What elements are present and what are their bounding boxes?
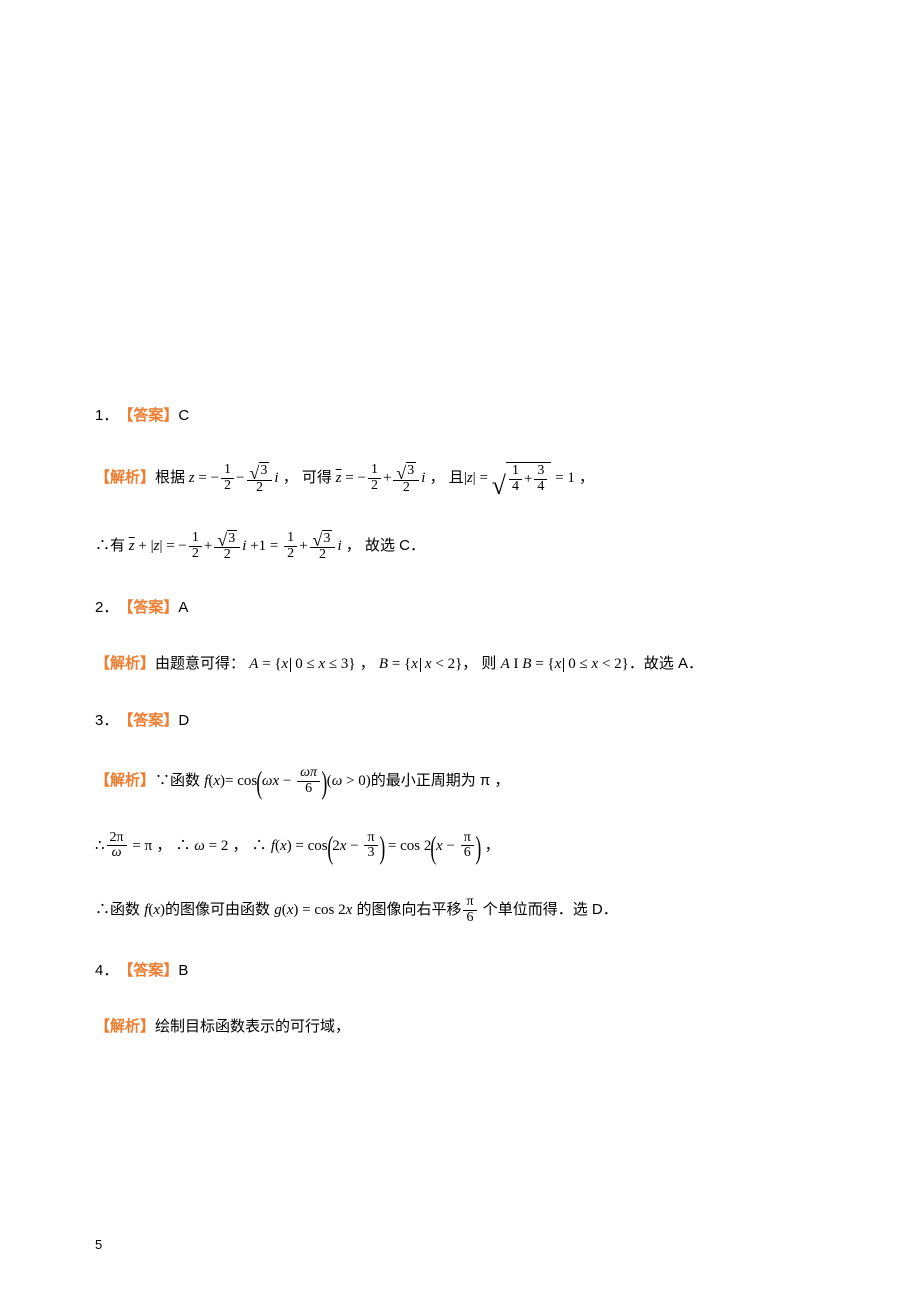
omega: ω: [191, 835, 209, 858]
eq2: =: [209, 835, 221, 858]
explain-tag: 【解析】: [95, 770, 155, 793]
text: 的图像可由函数: [165, 899, 270, 922]
final-choice: ．故选 A．: [629, 653, 703, 676]
page: 1． 【答案】 C 【解析】 根据 z = − 12 − √32 i ， 可得 …: [0, 0, 920, 1302]
problem-3-explain-1: 【解析】 ∵函数 f(x) = cos ( ωx − ωπ6 ) (ω > 0)…: [95, 766, 825, 796]
problem-3-explain-3: ∴函数 f(x) 的图像可由函数 g(x) = cos 2x 的图像向右平移 π…: [95, 895, 825, 925]
problem-number: 2．: [95, 597, 118, 620]
answer-tag: 【答案】: [118, 597, 178, 620]
frac-2pi-omega: 2πω: [107, 831, 127, 861]
text: ， 可得: [279, 467, 332, 490]
math-sum: z + z = − 12 + √32 i +1 = 12 + √32 i: [125, 529, 342, 563]
explain-tag: 【解析】: [95, 653, 155, 676]
explain-tag: 【解析】: [95, 1016, 155, 1039]
problem-1-explain-1: 【解析】 根据 z = − 12 − √32 i ， 可得 z = − 12 +…: [95, 462, 825, 496]
math-f2: f(x) = cos (2x − π3 ) = cos 2 (x − π6 ): [271, 831, 481, 861]
text: ∴有: [95, 535, 125, 558]
set-B: B = xx < 2: [379, 653, 462, 676]
math-z-conj: z = − 12 + √32 i: [332, 462, 426, 496]
text: ， 且: [425, 467, 463, 490]
problem-number: 1．: [95, 405, 118, 428]
problem-number: 4．: [95, 960, 118, 983]
set-AandB: A I B = x0 ≤ x < 2: [501, 653, 629, 676]
math-fx: f(x): [140, 899, 165, 922]
text: 由题意可得：: [155, 653, 245, 676]
page-number: 5: [95, 1237, 102, 1252]
text: ， 则: [462, 653, 500, 676]
answer-tag: 【答案】: [118, 960, 178, 983]
problem-2-answer: 2． 【答案】 A: [95, 597, 825, 620]
pi: π: [145, 835, 153, 858]
math-z: z = − 12 − √32 i: [185, 462, 279, 496]
math-f: f(x) = cos ( ωx − ωπ6 ) (ω > 0): [200, 766, 371, 796]
answer-tag: 【答案】: [118, 710, 178, 733]
text: ，: [480, 835, 499, 858]
text: 绘制目标函数表示的可行域，: [155, 1016, 350, 1039]
two: 2: [221, 835, 229, 858]
final-choice: 故选 C．: [365, 535, 425, 558]
set-A: A = x0 ≤ x ≤ 3: [245, 653, 356, 676]
text: ，: [356, 653, 379, 676]
text: ∴: [95, 835, 105, 858]
frac-pi-6: π6: [463, 895, 476, 925]
final-choice: 个单位而得．选 D．: [483, 899, 618, 922]
text: 的图像向右平移: [356, 899, 461, 922]
answer-value: A: [178, 597, 188, 620]
problem-4-explain: 【解析】 绘制目标函数表示的可行域，: [95, 1016, 825, 1039]
problem-2-explain: 【解析】 由题意可得： A = x0 ≤ x ≤ 3 ， B = xx < 2 …: [95, 653, 825, 676]
problem-1-explain-2: ∴有 z + z = − 12 + √32 i +1 = 12 + √32 i …: [95, 529, 825, 563]
answer-value: D: [178, 710, 189, 733]
problem-1-answer: 1． 【答案】 C: [95, 405, 825, 428]
problem-number: 3．: [95, 710, 118, 733]
math-gx: g(x) = cos 2x: [270, 899, 352, 922]
problem-3-answer: 3． 【答案】 D: [95, 710, 825, 733]
text: ，: [575, 467, 594, 490]
text: ， ∴: [152, 835, 190, 858]
text: 根据: [155, 467, 185, 490]
answer-value: C: [178, 405, 189, 428]
text: ∴函数: [95, 899, 140, 922]
text: ， ∴: [228, 835, 271, 858]
problem-3-explain-2: ∴ 2πω = π ， ∴ ω = 2 ， ∴ f(x) = cos (2x −…: [95, 831, 825, 861]
problem-4-answer: 4． 【答案】 B: [95, 960, 825, 983]
answer-value: B: [178, 960, 188, 983]
explain-tag: 【解析】: [95, 467, 155, 490]
eq: =: [129, 835, 145, 858]
answer-tag: 【答案】: [118, 405, 178, 428]
text: ，: [342, 535, 365, 558]
math-abs-z: z = √ 14 + 34 = 1: [464, 462, 575, 494]
text: 的最小正周期为 π ，: [371, 770, 510, 793]
text: ∵函数: [155, 770, 200, 793]
